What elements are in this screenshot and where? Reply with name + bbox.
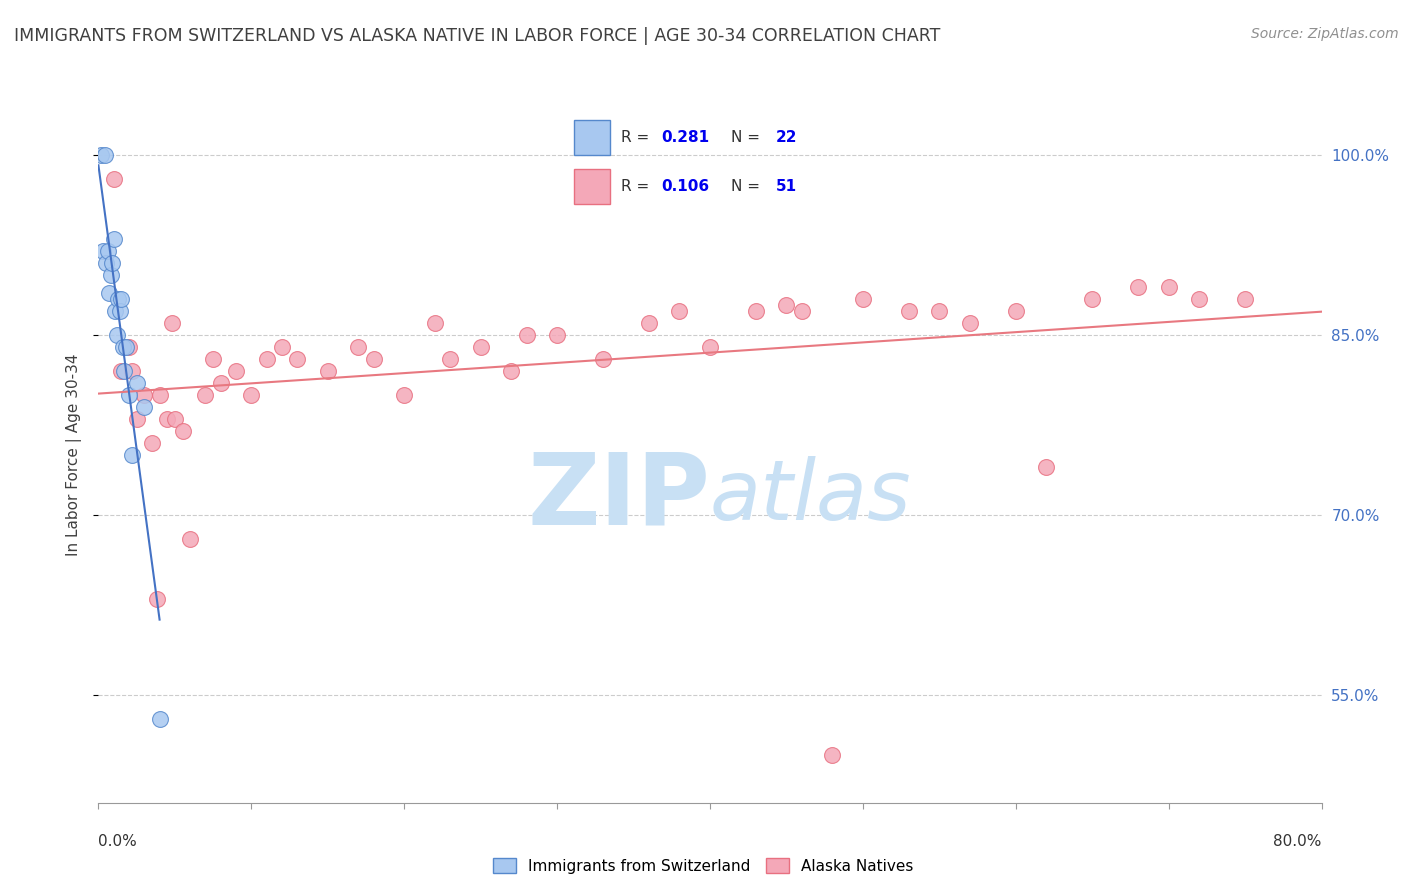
Point — [179, 532, 201, 546]
FancyBboxPatch shape — [574, 120, 610, 154]
Point — [103, 172, 125, 186]
Point — [111, 340, 134, 354]
Text: atlas: atlas — [710, 456, 911, 537]
Point — [172, 424, 194, 438]
Point — [423, 316, 446, 330]
Point — [115, 340, 138, 354]
Point — [592, 351, 614, 366]
Point — [285, 351, 308, 366]
Point — [1081, 292, 1104, 306]
Y-axis label: In Labor Force | Age 30-34: In Labor Force | Age 30-34 — [66, 353, 83, 557]
Point — [105, 328, 128, 343]
Point — [90, 148, 112, 162]
Point — [347, 340, 370, 354]
Point — [94, 256, 117, 270]
Point — [107, 292, 129, 306]
Point — [439, 351, 461, 366]
Point — [194, 388, 217, 402]
Point — [270, 340, 294, 354]
Point — [141, 436, 163, 450]
Text: 80.0%: 80.0% — [1274, 834, 1322, 849]
Point — [1128, 280, 1150, 294]
Point — [110, 292, 132, 306]
Point — [775, 298, 797, 312]
Text: IMMIGRANTS FROM SWITZERLAND VS ALASKA NATIVE IN LABOR FORCE | AGE 30-34 CORRELAT: IMMIGRANTS FROM SWITZERLAND VS ALASKA NA… — [14, 27, 941, 45]
Point — [699, 340, 721, 354]
Point — [149, 712, 172, 726]
Point — [97, 244, 120, 258]
Text: 0.281: 0.281 — [661, 129, 709, 145]
Legend: Immigrants from Switzerland, Alaska Natives: Immigrants from Switzerland, Alaska Nati… — [486, 852, 920, 880]
Point — [470, 340, 492, 354]
Point — [745, 304, 768, 318]
Point — [163, 412, 186, 426]
Point — [668, 304, 690, 318]
Point — [121, 364, 143, 378]
Point — [959, 316, 981, 330]
Point — [112, 364, 135, 378]
Point — [134, 388, 156, 402]
Point — [821, 747, 844, 762]
Point — [202, 351, 225, 366]
Point — [316, 364, 339, 378]
Text: Source: ZipAtlas.com: Source: ZipAtlas.com — [1251, 27, 1399, 41]
Text: 22: 22 — [776, 129, 797, 145]
Text: 0.106: 0.106 — [661, 179, 709, 194]
Point — [98, 285, 121, 300]
Point — [897, 304, 920, 318]
FancyBboxPatch shape — [574, 169, 610, 204]
Point — [1234, 292, 1257, 306]
Point — [103, 232, 125, 246]
Point — [149, 388, 172, 402]
Point — [546, 328, 568, 343]
Point — [100, 268, 122, 282]
Text: 51: 51 — [776, 179, 797, 194]
Point — [1004, 304, 1026, 318]
Point — [638, 316, 661, 330]
Point — [1035, 459, 1057, 474]
Text: R =: R = — [621, 179, 655, 194]
Text: R =: R = — [621, 129, 655, 145]
Point — [125, 376, 148, 390]
Point — [928, 304, 950, 318]
Point — [104, 304, 127, 318]
Point — [118, 388, 141, 402]
Point — [1188, 292, 1211, 306]
Point — [118, 340, 141, 354]
Point — [1157, 280, 1180, 294]
Point — [501, 364, 523, 378]
Point — [225, 364, 247, 378]
Point — [93, 148, 115, 162]
Point — [108, 304, 131, 318]
Point — [91, 244, 114, 258]
Text: N =: N = — [731, 129, 765, 145]
Point — [209, 376, 232, 390]
Point — [363, 351, 385, 366]
Point — [156, 412, 179, 426]
Point — [852, 292, 875, 306]
Point — [240, 388, 263, 402]
Text: N =: N = — [731, 179, 765, 194]
Point — [160, 316, 183, 330]
Point — [121, 448, 143, 462]
Text: 0.0%: 0.0% — [98, 834, 138, 849]
Point — [392, 388, 416, 402]
Point — [790, 304, 813, 318]
Point — [110, 364, 132, 378]
Point — [125, 412, 148, 426]
Text: ZIP: ZIP — [527, 448, 710, 545]
Point — [145, 591, 167, 606]
Point — [256, 351, 278, 366]
Point — [516, 328, 538, 343]
Point — [134, 400, 156, 414]
Point — [101, 256, 124, 270]
